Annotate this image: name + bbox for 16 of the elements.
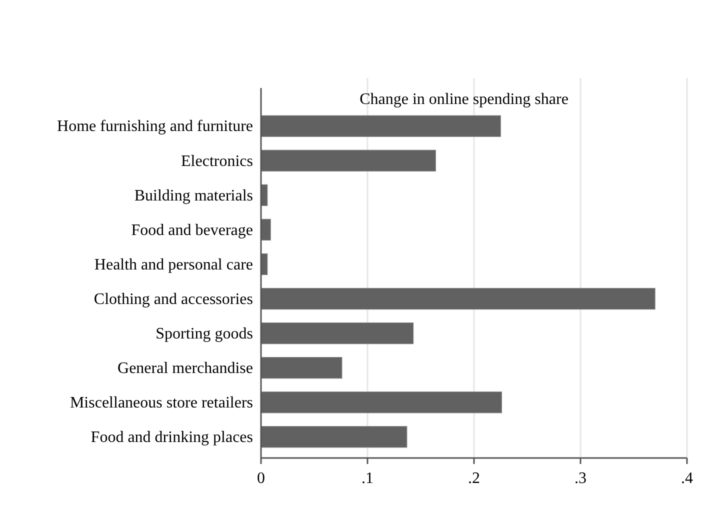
x-tick-label: .1: [362, 470, 374, 487]
text: Change in online spending share: [360, 91, 568, 108]
x-tick-label: .3: [574, 470, 586, 487]
y-tick-label: Home furnishing and furniture: [57, 118, 253, 136]
y-tick-label: Clothing and accessories: [94, 290, 253, 308]
y-tick-label: Food and beverage: [131, 222, 253, 239]
y-tick-label: Miscellaneous store retailers: [70, 394, 253, 412]
x-tick-label: .4: [681, 470, 693, 487]
y-tick-label: Health and personal care: [94, 256, 253, 274]
y-tick-label: Food and drinking places: [90, 429, 253, 446]
y-tick-label: Building materials: [134, 187, 253, 204]
x-tick-label: .2: [468, 470, 480, 487]
y-tick-label: Electronics: [181, 152, 253, 170]
x-tick-label: 0: [257, 470, 265, 487]
y-tick-label: General merchandise: [118, 360, 253, 377]
y-tick-label: Sporting goods: [156, 325, 253, 342]
